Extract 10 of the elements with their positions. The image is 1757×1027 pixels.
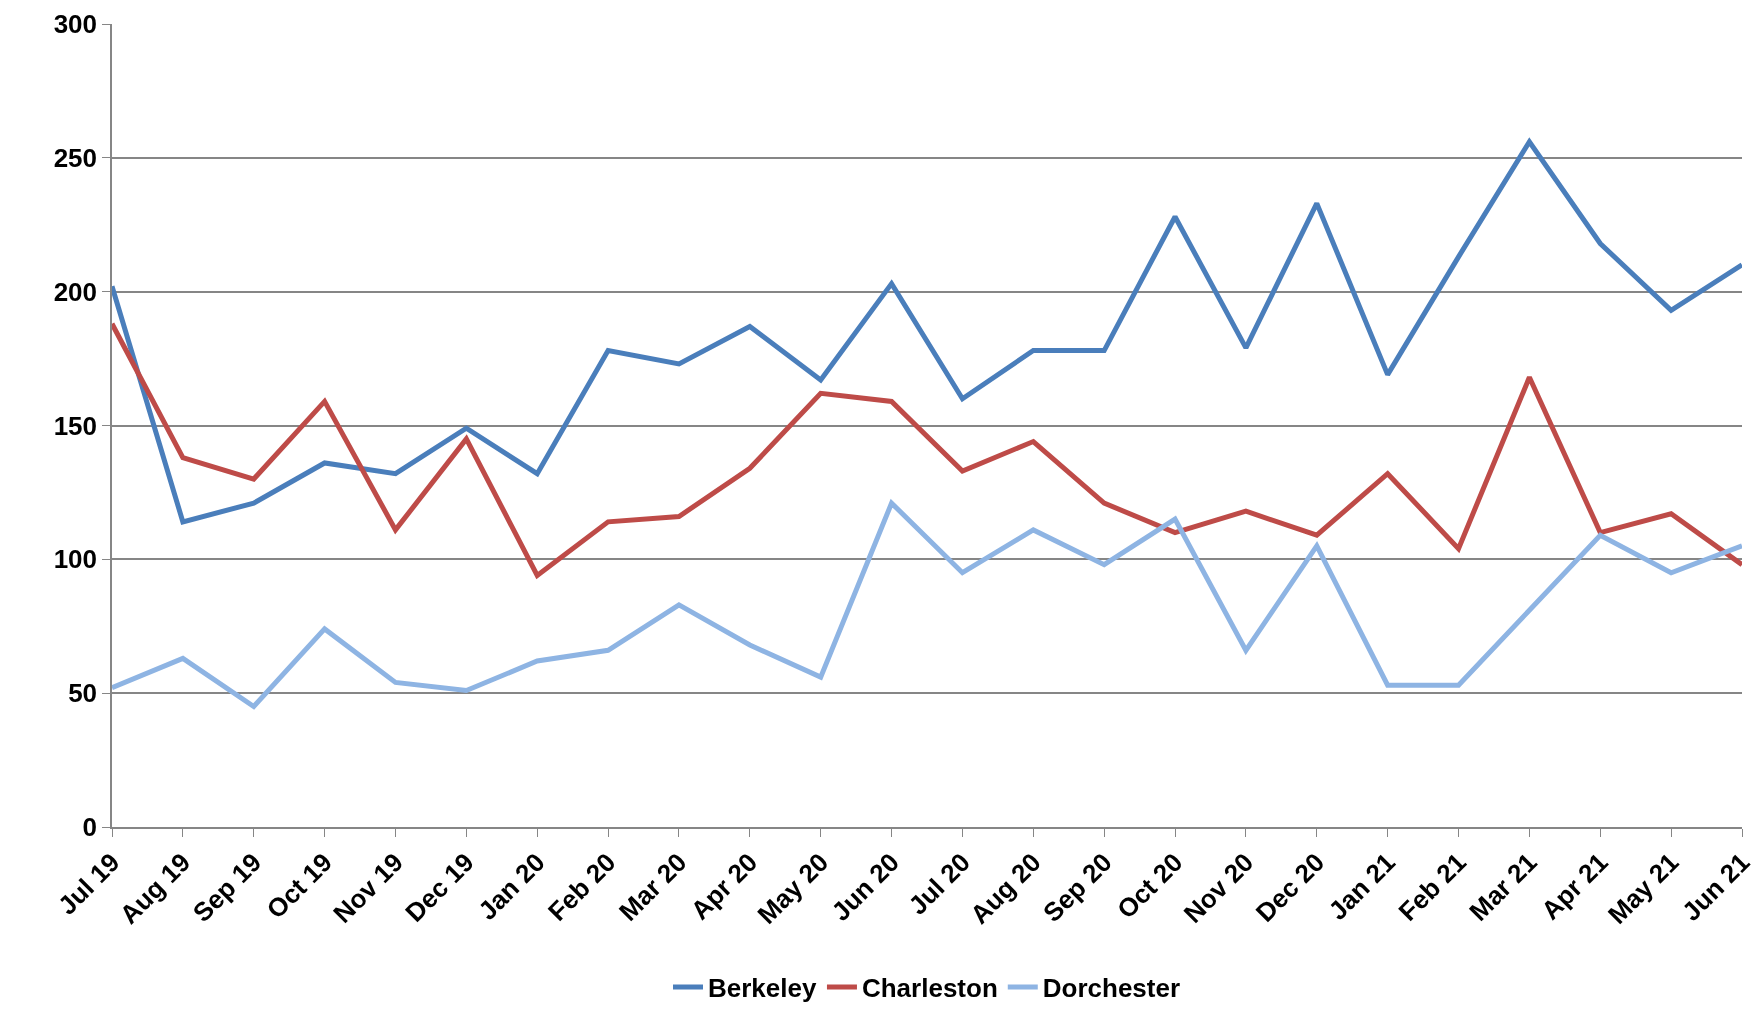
legend-label: Berkeley bbox=[708, 973, 817, 1004]
legend-label: Dorchester bbox=[1042, 973, 1181, 1004]
y-tick-label: 150 bbox=[53, 410, 98, 441]
legend-label: Charleston bbox=[861, 973, 998, 1004]
y-tick-label: 0 bbox=[82, 812, 98, 843]
y-tick-label: 250 bbox=[53, 142, 98, 173]
y-tick-label: 300 bbox=[53, 9, 98, 40]
y-tick-label: 50 bbox=[68, 678, 98, 709]
y-tick-label: 100 bbox=[53, 544, 98, 575]
y-tick-label: 200 bbox=[53, 276, 98, 307]
